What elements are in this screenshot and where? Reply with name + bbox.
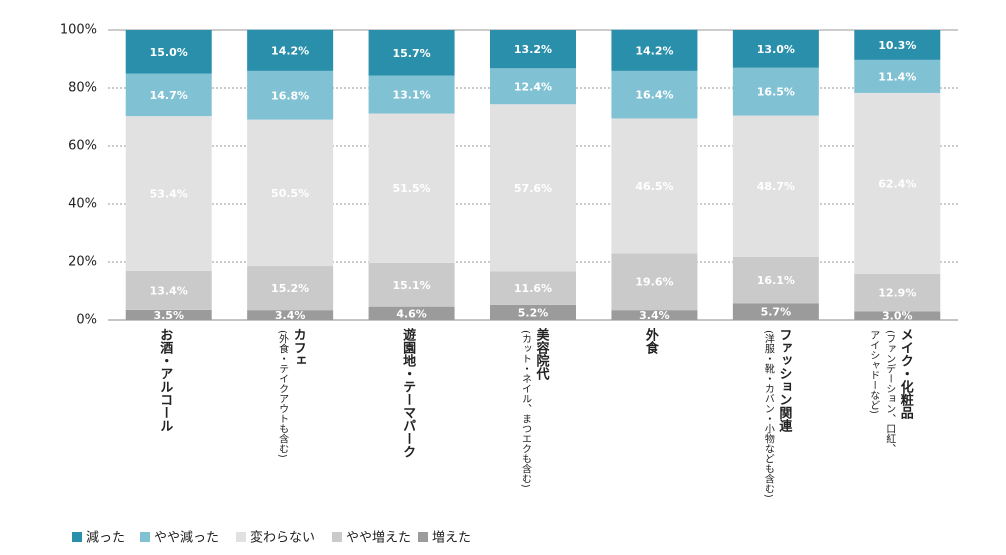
category-label: カフェ bbox=[291, 328, 306, 367]
value-label: 48.7% bbox=[757, 180, 795, 193]
value-label: 11.4% bbox=[878, 70, 916, 83]
bar-segment bbox=[854, 311, 941, 320]
bar-segment bbox=[125, 30, 212, 74]
value-label: 3.4% bbox=[275, 309, 306, 322]
value-label: 5.2% bbox=[518, 306, 549, 319]
bar-segment bbox=[368, 262, 455, 307]
legend-swatch bbox=[72, 532, 82, 542]
bar-segment bbox=[125, 73, 212, 117]
bar-segment bbox=[368, 113, 455, 263]
value-label: 13.1% bbox=[392, 89, 430, 102]
category-note: アイシャドーなど) bbox=[868, 330, 880, 414]
value-label: 10.3% bbox=[878, 39, 916, 52]
category-note: (外食・テイクアウトも含む) bbox=[277, 330, 289, 458]
category-label: お酒・アルコール bbox=[157, 328, 173, 432]
bar-segment bbox=[125, 270, 212, 310]
bar-segment bbox=[490, 30, 576, 69]
bar-segment bbox=[247, 119, 334, 267]
value-label: 15.2% bbox=[271, 282, 309, 295]
legend-label: 変わらない bbox=[250, 530, 315, 546]
bar-segment bbox=[732, 256, 819, 304]
category-note: (洋服・靴・カバン・小物なども含む) bbox=[762, 330, 774, 498]
category-label: 外食 bbox=[643, 327, 660, 355]
bar-segment bbox=[611, 70, 698, 119]
value-label: 4.6% bbox=[396, 307, 427, 320]
bar-segment bbox=[854, 273, 941, 312]
value-label: 11.6% bbox=[514, 282, 552, 295]
bar-segment bbox=[247, 310, 334, 320]
value-label: 51.5% bbox=[392, 182, 430, 195]
y-tick-label: 0% bbox=[76, 313, 97, 328]
value-label: 14.2% bbox=[271, 44, 309, 57]
bar-segment bbox=[247, 266, 334, 311]
bar-segment bbox=[611, 310, 698, 320]
value-label: 13.0% bbox=[757, 43, 795, 56]
bar-segment bbox=[490, 68, 576, 105]
category-label: 美容院代 bbox=[534, 327, 551, 381]
legend-label: 増えた bbox=[432, 531, 471, 546]
legend-swatch bbox=[332, 532, 342, 542]
value-label: 15.7% bbox=[392, 47, 430, 60]
bar-segment bbox=[854, 59, 941, 93]
bar-segment bbox=[854, 30, 941, 60]
category-label: ファッション関連 bbox=[776, 328, 792, 433]
value-label: 57.6% bbox=[514, 182, 552, 195]
bar-segment bbox=[490, 271, 576, 305]
value-label: 13.2% bbox=[514, 43, 552, 56]
value-label: 15.1% bbox=[392, 279, 430, 292]
bar-segment bbox=[732, 67, 819, 116]
bar-segment bbox=[368, 306, 455, 320]
value-label: 12.4% bbox=[514, 80, 552, 93]
legend-swatch bbox=[140, 532, 150, 542]
bar-segment bbox=[732, 30, 819, 68]
value-label: 13.4% bbox=[150, 284, 188, 297]
y-tick-label: 40% bbox=[68, 197, 97, 212]
bar-segment bbox=[611, 118, 698, 254]
bar-segment bbox=[490, 304, 576, 320]
bar-segment bbox=[247, 70, 334, 120]
value-label: 16.8% bbox=[271, 89, 309, 102]
bar-segment bbox=[247, 29, 334, 71]
y-tick-label: 20% bbox=[68, 255, 97, 270]
value-label: 16.1% bbox=[757, 274, 795, 287]
value-label: 14.2% bbox=[635, 44, 673, 57]
value-label: 3.0% bbox=[882, 310, 913, 323]
legend-swatch bbox=[236, 532, 246, 542]
y-tick-label: 100% bbox=[60, 23, 97, 38]
value-label: 19.6% bbox=[635, 276, 673, 289]
y-tick-label: 60% bbox=[68, 139, 97, 154]
bar-segment bbox=[611, 253, 698, 311]
value-label: 15.0% bbox=[150, 46, 188, 59]
bar-segment bbox=[490, 104, 576, 272]
value-label: 12.9% bbox=[878, 287, 916, 300]
bar-segment bbox=[611, 29, 698, 71]
category-note: (カット・ネイル、まつエクも含む) bbox=[520, 330, 532, 488]
value-label: 16.4% bbox=[635, 89, 673, 102]
legend-swatch bbox=[418, 532, 428, 542]
bar-segment bbox=[125, 116, 212, 271]
y-tick-label: 80% bbox=[68, 81, 97, 96]
bar-segment bbox=[368, 30, 455, 76]
value-label: 14.7% bbox=[150, 89, 188, 102]
value-label: 16.5% bbox=[757, 86, 795, 99]
bar-segment bbox=[368, 75, 455, 114]
value-label: 3.5% bbox=[153, 309, 184, 322]
legend-label: やや減った bbox=[154, 530, 219, 546]
legend-label: やや増えた bbox=[346, 531, 411, 546]
value-label: 5.7% bbox=[761, 306, 792, 319]
value-label: 53.4% bbox=[150, 188, 188, 201]
category-note: (ファンデーション、口紅、 bbox=[884, 330, 896, 454]
category-label: メイク・化粧品 bbox=[898, 328, 914, 420]
value-label: 62.4% bbox=[878, 177, 916, 190]
legend-label: 減った bbox=[86, 530, 125, 546]
bar-segment bbox=[732, 115, 819, 257]
bar-segment bbox=[125, 309, 212, 320]
bar-segment bbox=[854, 92, 941, 274]
bar-segment bbox=[732, 303, 819, 320]
category-label: 遊園地・テーマパーク bbox=[400, 327, 416, 458]
value-label: 3.4% bbox=[639, 309, 670, 322]
value-label: 46.5% bbox=[635, 180, 673, 193]
value-label: 50.5% bbox=[271, 187, 309, 200]
